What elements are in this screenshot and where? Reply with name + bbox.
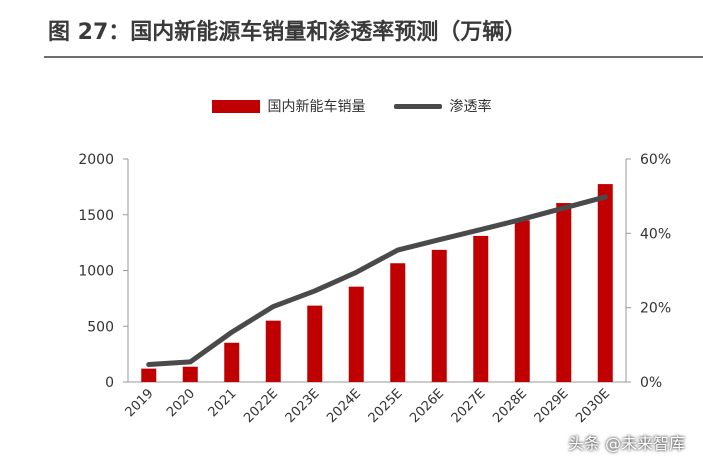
x-tick-label: 2027E	[449, 386, 489, 426]
x-tick-label: 2023E	[283, 386, 323, 426]
y-right-tick-label: 0%	[640, 375, 662, 391]
y-left-tick-label: 1000	[78, 264, 114, 280]
watermark: 头条 @未来智库	[568, 434, 686, 453]
bar-2021	[224, 342, 240, 382]
y-right-tick-label: 20%	[640, 301, 671, 317]
legend-label-sales: 国内新能车销量	[267, 99, 366, 115]
x-tick-label: 2024E	[324, 386, 364, 426]
bar-2023E	[307, 305, 323, 382]
y-left-tick-label: 500	[87, 319, 114, 335]
bar-2029E	[556, 203, 572, 382]
x-tick-label: 2022E	[241, 386, 281, 426]
figure-title: 图 27：国内新能源车销量和渗透率预测（万辆）	[48, 20, 527, 45]
x-tick-label: 2026E	[407, 386, 447, 426]
bar-2025E	[390, 263, 406, 382]
bar-2028E	[514, 220, 530, 382]
legend-item-sales: 国内新能车销量	[211, 96, 366, 116]
x-tick-label: 2020	[164, 386, 198, 420]
x-tick-label: 2021	[206, 386, 240, 420]
bar-2022E	[265, 320, 281, 382]
x-tick-label: 2025E	[366, 386, 406, 426]
y-left-tick-label: 1500	[78, 208, 114, 224]
y-right-tick-label: 40%	[640, 226, 671, 242]
legend-item-penetration: 渗透率	[393, 96, 492, 116]
chart-legend: 国内新能车销量 渗透率	[0, 96, 703, 116]
legend-label-penetration: 渗透率	[449, 99, 492, 115]
title-divider	[44, 56, 703, 58]
x-tick-label: 2028E	[490, 386, 530, 426]
legend-swatch-line	[393, 103, 442, 109]
bar-2024E	[348, 286, 364, 382]
bar-2019	[141, 368, 157, 382]
bar-2027E	[473, 235, 489, 382]
x-tick-label: 2030E	[573, 386, 613, 426]
y-left-tick-label: 2000	[78, 152, 114, 168]
y-left-tick-label: 0	[105, 375, 114, 391]
legend-swatch-bar	[211, 99, 260, 113]
x-tick-label: 2029E	[532, 386, 572, 426]
y-right-tick-label: 60%	[640, 152, 671, 168]
penetration-line	[146, 194, 608, 368]
bar-2030E	[597, 184, 613, 382]
bar-2026E	[431, 249, 447, 382]
bar-2020	[182, 366, 198, 382]
x-tick-label: 2019	[123, 386, 157, 420]
